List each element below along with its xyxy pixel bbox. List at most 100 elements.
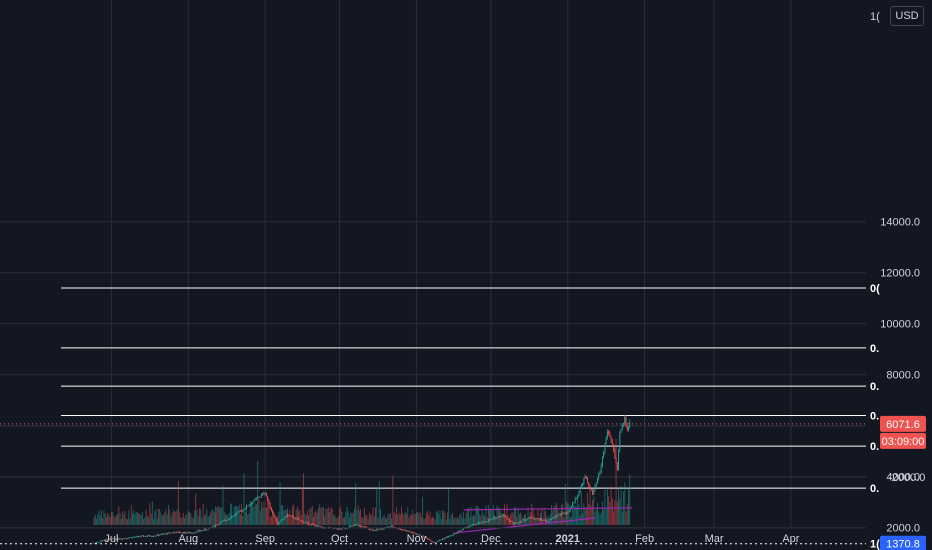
candle-body — [304, 522, 306, 524]
volume-bar — [101, 510, 102, 525]
currency-button[interactable]: USD — [890, 6, 924, 26]
volume-bar — [206, 509, 208, 525]
volume-bar — [352, 512, 354, 525]
candle-body — [311, 524, 313, 525]
volume-bar — [420, 516, 422, 525]
volume-bar — [479, 514, 481, 525]
volume-bar — [294, 517, 296, 525]
candle-body — [289, 515, 291, 517]
volume-bar — [260, 502, 262, 525]
volume-bar — [319, 504, 321, 525]
volume-bar — [528, 517, 530, 525]
candle-body — [114, 538, 116, 540]
volume-bar — [387, 514, 389, 525]
candle-body — [402, 529, 404, 531]
candle-body — [203, 528, 205, 531]
candle-body — [434, 542, 436, 543]
candle-body — [138, 536, 140, 537]
candle-body — [375, 530, 376, 531]
volume-bar — [105, 517, 107, 525]
volume-bar — [619, 498, 621, 525]
price-axis: 1(14000.012000.010000.08000.06000.04000.… — [870, 11, 925, 535]
volume-bar — [435, 512, 437, 525]
candle-body — [249, 504, 251, 506]
volume-bar — [406, 513, 407, 525]
candle-body — [164, 533, 166, 535]
volume-bar — [179, 511, 181, 525]
volume-bar — [490, 508, 492, 525]
candle-body — [345, 528, 347, 529]
volume-bar — [541, 507, 543, 525]
volume-bar — [556, 503, 558, 525]
volume-bar — [427, 511, 429, 525]
volume-bar — [322, 507, 324, 525]
volume-bar — [269, 517, 271, 525]
candle-body — [294, 518, 296, 520]
candle-body — [624, 416, 626, 424]
volume-bar — [225, 514, 226, 525]
volume-bar — [629, 474, 631, 525]
candle-body — [368, 527, 370, 530]
volume-bar — [437, 510, 438, 525]
volume-bar — [200, 509, 202, 525]
volume-bar — [442, 510, 443, 525]
volume-bar — [388, 514, 390, 525]
candle-body — [520, 521, 522, 523]
candle-body — [132, 537, 133, 538]
volume-bar — [360, 509, 362, 525]
volume-bar — [448, 488, 450, 525]
volume-bar — [466, 509, 468, 525]
volume-bar — [399, 514, 401, 525]
candle-body — [413, 532, 415, 534]
candle-body — [479, 522, 481, 524]
candle-body — [226, 520, 228, 521]
candle-body — [530, 517, 531, 518]
candle-body — [445, 537, 447, 538]
volume-bar — [527, 507, 529, 525]
candle-body — [248, 505, 250, 507]
volume-bar — [187, 510, 189, 525]
candle-body — [513, 522, 515, 525]
volume-bar — [475, 505, 477, 525]
volume-bar — [583, 503, 585, 525]
volume-bar — [303, 473, 305, 525]
volume-bar — [520, 512, 522, 525]
volume-bar — [496, 505, 498, 525]
volume-bar — [373, 516, 375, 525]
volume-bar — [254, 503, 256, 525]
candle-body — [557, 514, 559, 517]
candle-body — [200, 530, 202, 532]
candle-body — [135, 536, 137, 538]
candle-body — [96, 542, 97, 544]
volume-bar — [394, 513, 396, 525]
candle-body — [191, 532, 193, 534]
candle-body — [526, 519, 528, 521]
candle-body — [98, 541, 100, 543]
candle-body — [153, 536, 155, 537]
candle-body — [599, 471, 601, 474]
volume-bar — [309, 508, 311, 525]
volume-bar — [484, 516, 486, 525]
volume-bar — [251, 501, 252, 525]
candle-body — [361, 526, 363, 528]
candle-body — [613, 444, 615, 450]
candle-body — [143, 535, 145, 537]
candle-body — [449, 535, 451, 537]
candle-body — [220, 522, 221, 525]
volume-bar — [403, 514, 405, 525]
volume-bar — [402, 512, 404, 525]
candle-body — [567, 511, 569, 514]
candle-body — [435, 541, 437, 543]
candle-body — [352, 525, 354, 527]
candle-body — [181, 532, 183, 534]
volume-bar — [127, 519, 128, 525]
volume-bar — [564, 483, 566, 525]
volume-bar — [110, 511, 112, 525]
volume-bars — [93, 438, 631, 525]
candle-body — [129, 537, 131, 539]
candle-body — [274, 516, 276, 518]
time-tick-label: Sep — [255, 533, 275, 545]
candle-body — [425, 536, 427, 538]
candle-body — [105, 539, 107, 541]
